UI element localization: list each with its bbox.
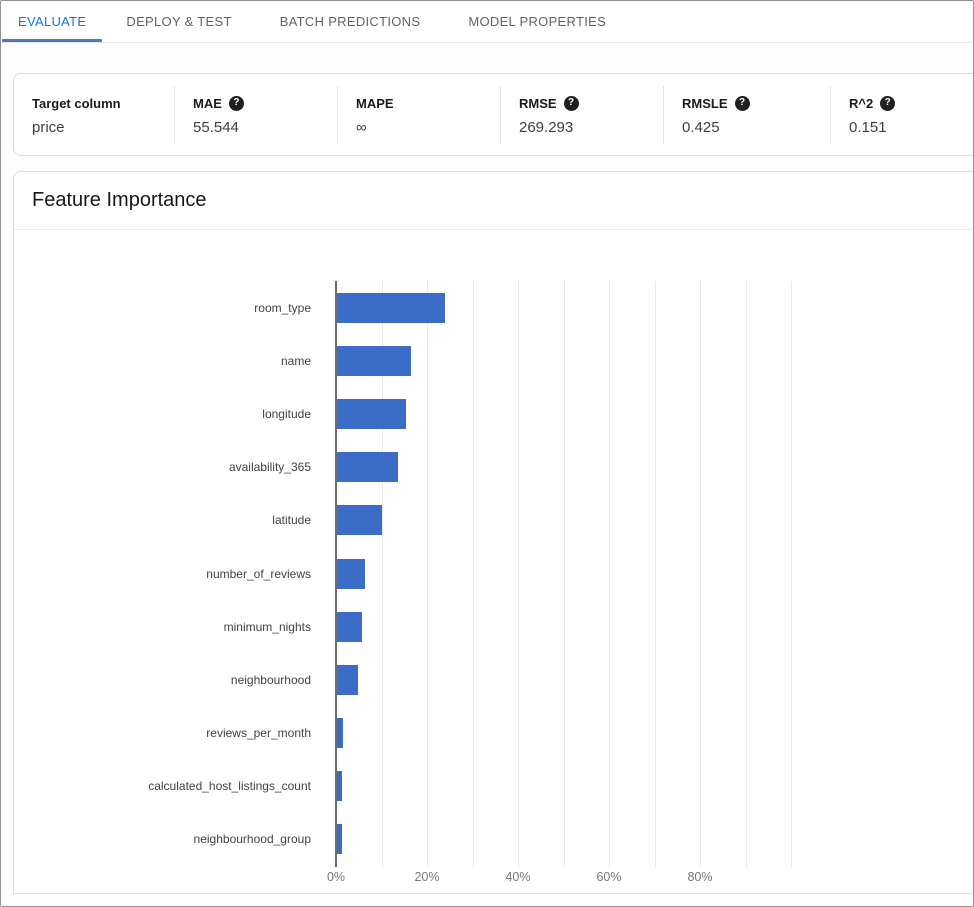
gridline: [518, 281, 519, 867]
gridline: [381, 281, 383, 867]
feature-label: neighbourhood: [230, 672, 311, 687]
feature-label: longitude: [262, 407, 311, 422]
metric-value: 0.151: [849, 118, 887, 136]
feature-label: reviews_per_month: [206, 725, 311, 740]
help-icon[interactable]: ?: [228, 95, 244, 111]
metric-value: 269.293: [519, 118, 574, 136]
feature-label: latitude: [272, 513, 311, 528]
gridline: [654, 281, 656, 867]
feature-importance-bar[interactable]: [337, 505, 383, 536]
feature-importance-bar[interactable]: [337, 452, 398, 483]
metric-target-column: Target column price: [14, 86, 174, 144]
feature-importance-bar[interactable]: [337, 664, 358, 695]
tab-bar: EVALUATE DEPLOY & TEST BATCH PREDICTIONS…: [1, 1, 973, 43]
feature-importance-bar[interactable]: [337, 293, 446, 323]
gridline: [427, 281, 428, 867]
feature-importance-header: Feature Importance: [14, 172, 973, 230]
x-axis-tick-label: 0%: [326, 870, 346, 884]
feature-label: number_of_reviews: [206, 566, 311, 581]
feature-importance-bar[interactable]: [337, 611, 363, 642]
y-axis-line: [335, 281, 337, 867]
feature-importance-bar[interactable]: [337, 399, 407, 430]
feature-importance-bar[interactable]: [337, 717, 343, 748]
feature-label: minimum_nights: [223, 619, 311, 634]
feature-importance-bar[interactable]: [337, 346, 412, 377]
metric-value: price: [32, 118, 65, 136]
metric-rmse: RMSE ? 269.293: [500, 85, 663, 144]
gridline: [609, 281, 610, 867]
feature-label: room_type: [254, 301, 311, 315]
x-axis-tick-label: 20%: [414, 870, 440, 884]
metric-label: R^2: [849, 95, 874, 111]
gridline: [563, 281, 565, 867]
help-icon[interactable]: ?: [880, 95, 896, 111]
metrics-summary-card: Target column price MAE ? 55.544 MAPE ∞ …: [13, 73, 973, 156]
tab-batch-predictions[interactable]: BATCH PREDICTIONS: [279, 14, 421, 29]
x-axis-tick-label: 60%: [596, 870, 622, 884]
metric-value: 0.425: [682, 118, 720, 136]
feature-label: neighbourhood_group: [193, 832, 311, 846]
metric-rmsle: RMSLE ? 0.425: [663, 85, 830, 144]
metric-mape: MAPE ∞: [337, 85, 500, 144]
tab-deploy-and-test[interactable]: DEPLOY & TEST: [126, 14, 232, 29]
gridline: [791, 281, 792, 867]
metric-label: MAE: [193, 95, 222, 111]
metric-label: RMSLE: [682, 95, 728, 111]
help-icon[interactable]: ?: [734, 95, 750, 111]
tab-model-properties[interactable]: MODEL PROPERTIES: [468, 14, 607, 29]
metric-label: RMSE: [519, 95, 557, 111]
feature-importance-bar[interactable]: [337, 770, 343, 801]
feature-label: calculated_host_listings_count: [148, 778, 311, 793]
gridline: [700, 281, 701, 867]
metric-value: ∞: [356, 118, 367, 136]
feature-label: availability_365: [228, 460, 311, 475]
feature-label: name: [280, 354, 311, 369]
feature-importance-bar[interactable]: [337, 558, 366, 589]
metric-mae: MAE ? 55.544: [174, 85, 337, 144]
gridline: [472, 281, 474, 867]
feature-importance-bar[interactable]: [337, 824, 342, 854]
tab-evaluate[interactable]: EVALUATE: [2, 1, 103, 42]
help-icon[interactable]: ?: [563, 95, 579, 111]
metric-value: 55.544: [193, 118, 239, 136]
x-axis-tick-label: 40%: [505, 870, 531, 884]
gridline: [745, 281, 747, 867]
metric-label: MAPE: [356, 95, 394, 111]
section-title: Feature Importance: [32, 189, 207, 211]
metric-label: Target column: [32, 95, 121, 111]
metric-r-squared: R^2 ? 0.151: [830, 85, 973, 144]
x-axis-tick-label: 80%: [687, 870, 713, 884]
